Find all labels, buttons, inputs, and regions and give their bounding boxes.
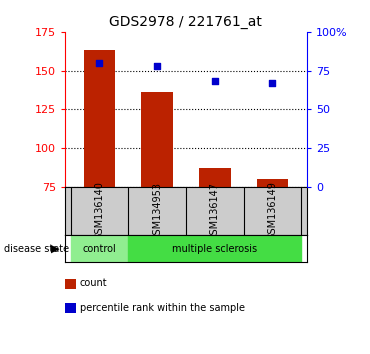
Bar <box>257 179 288 187</box>
Bar <box>141 92 173 187</box>
Point <box>212 79 218 84</box>
Title: GDS2978 / 221761_at: GDS2978 / 221761_at <box>110 16 262 29</box>
Point <box>97 60 102 65</box>
Point <box>154 63 160 69</box>
Text: control: control <box>83 244 116 254</box>
Text: multiple sclerosis: multiple sclerosis <box>172 244 258 254</box>
Point <box>269 80 275 86</box>
Bar <box>128 235 301 262</box>
Bar <box>71 235 128 262</box>
Text: GSM136140: GSM136140 <box>94 182 104 240</box>
Bar <box>199 168 231 187</box>
Text: percentile rank within the sample: percentile rank within the sample <box>80 303 245 313</box>
Text: GSM136147: GSM136147 <box>210 182 220 241</box>
Text: GSM136149: GSM136149 <box>268 182 278 240</box>
Text: disease state: disease state <box>4 244 69 254</box>
Text: count: count <box>80 278 107 288</box>
Bar <box>84 50 115 187</box>
Text: GSM134953: GSM134953 <box>152 182 162 241</box>
Text: ▶: ▶ <box>51 244 59 254</box>
